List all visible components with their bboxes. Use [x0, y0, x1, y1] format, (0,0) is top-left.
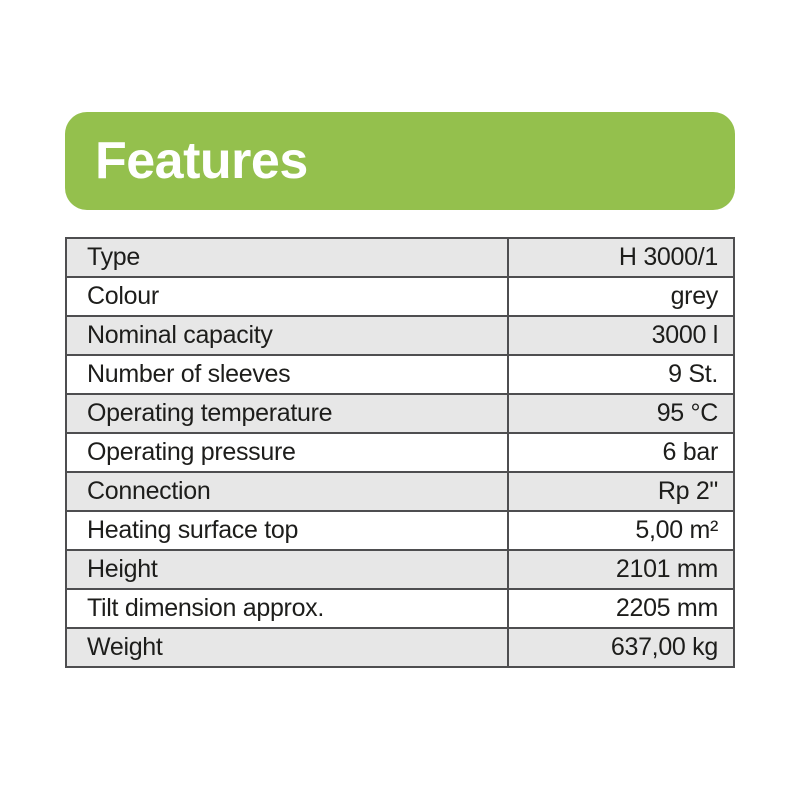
spec-label: Tilt dimension approx. — [65, 588, 509, 629]
spec-label: Type — [65, 237, 509, 278]
table-row: Operating pressure 6 bar — [65, 432, 735, 473]
spec-value: 2101 mm — [507, 549, 735, 590]
spec-label: Heating surface top — [65, 510, 509, 551]
table-row: Heating surface top 5,00 m² — [65, 510, 735, 551]
spec-value: 637,00 kg — [507, 627, 735, 668]
spec-label: Connection — [65, 471, 509, 512]
table-row: Nominal capacity 3000 l — [65, 315, 735, 356]
spec-table: Type H 3000/1 Colour grey Nominal capacity 30… — [65, 237, 735, 668]
table-row: Tilt dimension approx. 2205 mm — [65, 588, 735, 629]
spec-value: 95 °C — [507, 393, 735, 434]
spec-value: H 3000/1 — [507, 237, 735, 278]
table-row: Number of sleeves 9 St. — [65, 354, 735, 395]
table-row: Connection Rp 2" — [65, 471, 735, 512]
table-row: Type H 3000/1 — [65, 237, 735, 278]
spec-value: 3000 l — [507, 315, 735, 356]
spec-label: Nominal capacity — [65, 315, 509, 356]
section-title: Features — [95, 132, 308, 190]
spec-value: grey — [507, 276, 735, 317]
table-row: Height 2101 mm — [65, 549, 735, 590]
spec-table-body: Type H 3000/1 Colour grey Nominal capacity 30… — [65, 237, 735, 668]
spec-label: Operating temperature — [65, 393, 509, 434]
spec-value: Rp 2" — [507, 471, 735, 512]
spec-value: 6 bar — [507, 432, 735, 473]
spec-label: Colour — [65, 276, 509, 317]
table-row: Weight 637,00 kg — [65, 627, 735, 668]
features-banner: Features — [65, 112, 735, 210]
spec-value: 2205 mm — [507, 588, 735, 629]
spec-label: Number of sleeves — [65, 354, 509, 395]
spec-label: Height — [65, 549, 509, 590]
spec-label: Weight — [65, 627, 509, 668]
spec-label: Operating pressure — [65, 432, 509, 473]
spec-value: 9 St. — [507, 354, 735, 395]
table-row: Colour grey — [65, 276, 735, 317]
spec-value: 5,00 m² — [507, 510, 735, 551]
table-row: Operating temperature 95 °C — [65, 393, 735, 434]
